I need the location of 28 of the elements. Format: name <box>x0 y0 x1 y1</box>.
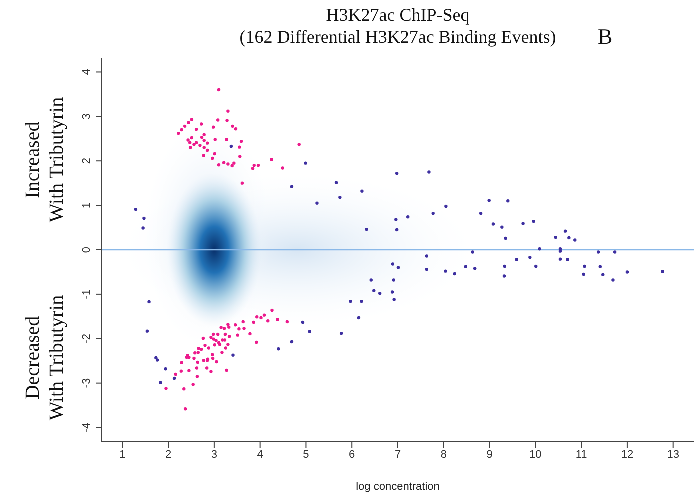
y-tick-label: -3 <box>81 378 93 388</box>
x-axis-title: log concentration <box>356 481 440 493</box>
x-tick-label: 12 <box>621 448 634 461</box>
x-tick-label: 3 <box>211 448 218 461</box>
y-tick-label: -4 <box>81 422 93 433</box>
x-tick-label: 8 <box>440 448 447 461</box>
x-tick-label: 6 <box>349 448 356 461</box>
x-tick-label: 10 <box>530 448 542 461</box>
x-tick-label: 9 <box>486 448 493 461</box>
x-tick-label: 13 <box>667 448 680 461</box>
x-tick-label: 7 <box>394 448 402 461</box>
y-tick-label: 3 <box>81 114 93 120</box>
y-tick-label: 4 <box>81 69 93 76</box>
chart-subtitle: (162 Differential H3K27ac Binding Events) <box>240 27 556 47</box>
y-tick-label: -2 <box>81 334 93 344</box>
text: B <box>598 24 613 50</box>
x-tick-label: 5 <box>303 448 310 461</box>
y-tick-label: -1 <box>81 290 93 300</box>
x-tick-label: 1 <box>120 448 126 461</box>
y-tick-label: 1 <box>81 202 93 209</box>
x-tick-label: 2 <box>165 448 172 461</box>
text: Increased With Tributyrin <box>21 96 69 225</box>
y-tick-label: 2 <box>81 158 93 164</box>
text: Decreased With Tributyrin <box>21 294 69 423</box>
y-tick-label: 0 <box>81 246 93 254</box>
chart-title: H3K27ac ChIP-Seq <box>326 5 470 25</box>
x-tick-label: 11 <box>576 448 588 461</box>
x-tick-label: 4 <box>257 448 264 461</box>
